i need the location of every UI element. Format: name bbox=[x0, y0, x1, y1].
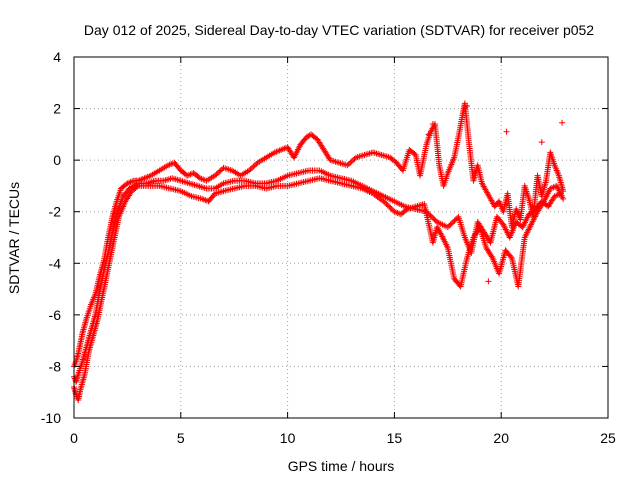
data-layer bbox=[71, 100, 567, 403]
data-point bbox=[559, 119, 566, 126]
data-point bbox=[444, 224, 451, 231]
data-point bbox=[540, 199, 547, 206]
data-point bbox=[430, 215, 437, 222]
x-tick-label: 15 bbox=[387, 430, 403, 446]
data-point bbox=[249, 164, 255, 171]
y-tick-label: -4 bbox=[49, 255, 62, 271]
data-point bbox=[213, 171, 220, 178]
data-point bbox=[507, 253, 514, 260]
data-point bbox=[350, 157, 357, 164]
grid-layer bbox=[74, 57, 608, 418]
data-point bbox=[386, 203, 393, 210]
x-tick-label: 5 bbox=[177, 430, 185, 446]
data-point bbox=[451, 217, 458, 224]
data-point bbox=[538, 139, 545, 146]
data-point bbox=[380, 198, 387, 205]
data-point bbox=[446, 222, 453, 229]
data-point bbox=[448, 220, 455, 227]
data-point bbox=[214, 170, 221, 177]
y-tick-label: -2 bbox=[49, 204, 62, 220]
data-point bbox=[503, 128, 510, 135]
y-axis-label: SDTVAR / TECUs bbox=[6, 182, 22, 294]
data-point bbox=[450, 219, 457, 226]
data-point bbox=[384, 202, 391, 209]
data-point bbox=[428, 213, 435, 220]
plot-frame bbox=[73, 56, 609, 419]
y-tick-label: -10 bbox=[41, 410, 61, 426]
data-point bbox=[251, 162, 258, 169]
y-tick-label: 4 bbox=[53, 49, 61, 65]
data-point bbox=[429, 121, 436, 128]
chart-title: Day 012 of 2025, Sidereal Day-to-day VTE… bbox=[84, 22, 594, 38]
data-point bbox=[344, 162, 351, 169]
data-point bbox=[464, 102, 471, 109]
data-point bbox=[211, 172, 218, 179]
x-tick-label: 25 bbox=[600, 430, 616, 446]
x-tick-label: 0 bbox=[70, 430, 78, 446]
data-point bbox=[560, 195, 567, 202]
data-point bbox=[388, 206, 395, 213]
x-axis-label: GPS time / hours bbox=[288, 458, 395, 474]
data-point bbox=[347, 159, 354, 166]
data-point bbox=[247, 166, 254, 173]
data-point bbox=[253, 161, 260, 168]
data-point bbox=[133, 183, 140, 190]
x-tick-label: 20 bbox=[493, 430, 509, 446]
tick-layer: 0 5 10 15 20 25 -10 -8 -6 -4 -2 0 2 4 bbox=[41, 49, 616, 446]
y-tick-label: 0 bbox=[53, 152, 61, 168]
data-point bbox=[447, 221, 454, 228]
data-point bbox=[485, 278, 492, 285]
data-point bbox=[217, 167, 224, 174]
y-tick-label: -6 bbox=[49, 307, 62, 323]
y-tick-label: 2 bbox=[53, 101, 61, 117]
data-point bbox=[425, 131, 432, 138]
data-point bbox=[452, 216, 459, 223]
data-point bbox=[345, 161, 352, 168]
data-point bbox=[246, 167, 253, 174]
data-point bbox=[382, 199, 389, 206]
y-tick-label: -8 bbox=[49, 358, 62, 374]
data-point bbox=[431, 216, 438, 223]
data-point bbox=[432, 217, 439, 224]
data-point bbox=[488, 253, 495, 260]
data-point bbox=[387, 204, 394, 211]
x-tick-label: 10 bbox=[280, 430, 296, 446]
data-point bbox=[348, 158, 355, 165]
data-point bbox=[383, 200, 390, 207]
data-point bbox=[250, 163, 257, 170]
data-point bbox=[216, 168, 223, 175]
data-point bbox=[453, 278, 460, 285]
data-point bbox=[351, 155, 358, 162]
